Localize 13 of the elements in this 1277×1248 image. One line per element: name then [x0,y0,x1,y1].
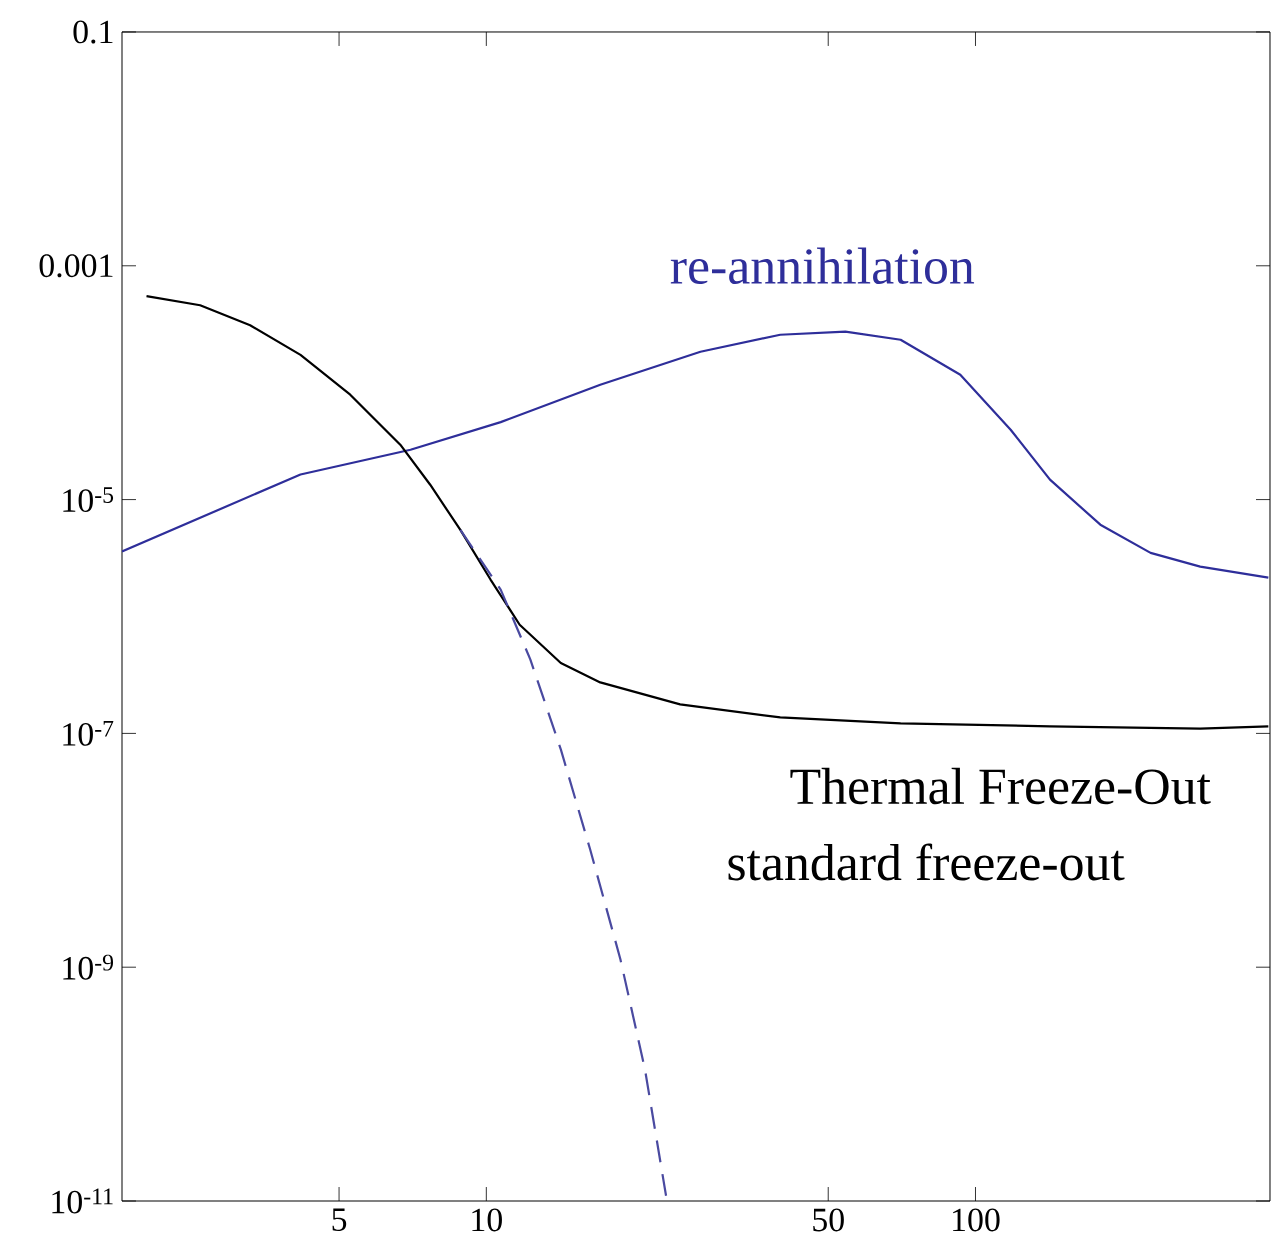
y-tick-label: 10$^{-7}$ [63,720,114,746]
x-tick-label: 50 [813,1208,844,1232]
y-tick-label: 10$^{-9}$ [63,954,114,980]
y-tick-label: 0.1 [73,20,113,44]
y-tick-label: 10$^{-11}$ [52,1188,113,1214]
series-label: re-annihilation [670,247,975,284]
x-tick-label: 5 [332,1208,347,1232]
annotation: standard freeze-out [728,843,1125,881]
annotation: Thermal Freeze-Out [790,767,1211,805]
y-tick-label: 10$^{-5}$ [63,487,114,513]
x-tick-label: 100 [953,1208,1000,1232]
y-tick-label: 0.001 [39,254,113,278]
x-tick-label: 10 [472,1208,502,1232]
